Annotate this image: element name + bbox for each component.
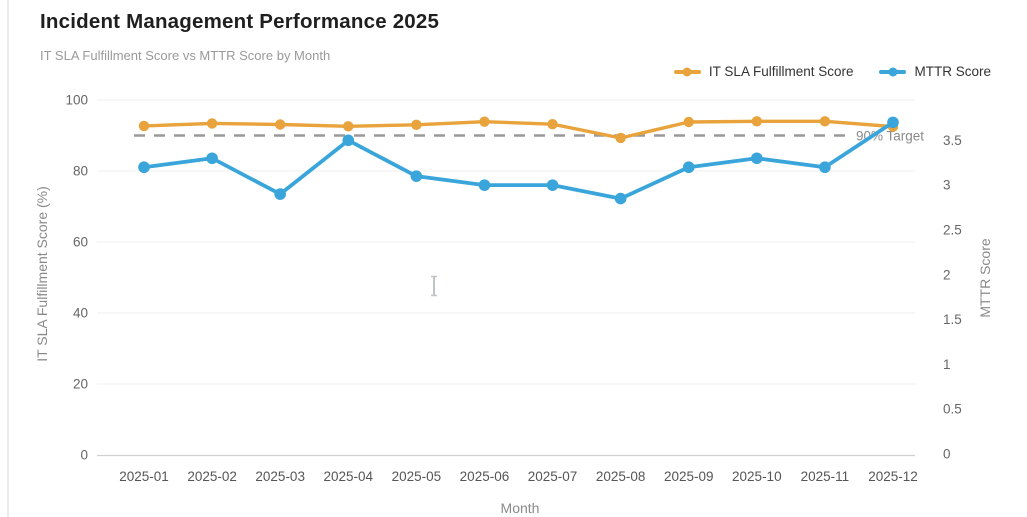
- x-tick-label: 2025-07: [528, 469, 578, 484]
- x-tick-label: 2025-01: [119, 469, 169, 484]
- y-right-tick-label: 3: [943, 178, 951, 193]
- data-point: [411, 119, 422, 131]
- x-tick-label: 2025-08: [596, 469, 646, 484]
- x-tick-label: 2025-02: [187, 469, 237, 484]
- x-tick-label: 2025-03: [255, 469, 305, 484]
- text-ibeam-cursor: [431, 275, 437, 297]
- series-line: [142, 120, 895, 201]
- y-left-tick-label: 20: [73, 377, 88, 392]
- y-left-axis-title: IT SLA Fulfillment Score (%): [34, 186, 50, 362]
- y-right-tick-label: 2: [943, 267, 951, 282]
- x-tick-label: 2025-10: [732, 469, 782, 484]
- y-right-tick-label: 1.5: [943, 312, 962, 327]
- legend-marker-icon: [879, 69, 907, 74]
- x-tick-label: 2025-04: [323, 469, 373, 484]
- x-tick-label: 2025-11: [801, 469, 850, 484]
- data-point: [887, 116, 899, 129]
- data-point: [615, 132, 626, 144]
- chart-legend: IT SLA Fulfillment Score MTTR Score: [673, 64, 991, 79]
- x-tick-label: 2025-12: [868, 469, 918, 484]
- y-left-tick-label: 80: [73, 164, 88, 179]
- y-left-tick-label: 60: [73, 235, 88, 250]
- y-right-tick-label: 3.5: [943, 133, 962, 148]
- data-point: [819, 116, 831, 127]
- series-0: [138, 116, 899, 144]
- data-point: [614, 192, 627, 205]
- data-point: [479, 116, 490, 127]
- data-point: [478, 179, 491, 191]
- data-point: [138, 120, 150, 132]
- target-line-label: 90% Target: [856, 129, 924, 144]
- data-point: [546, 179, 559, 191]
- y-left-tick-label: 40: [73, 306, 88, 321]
- axis-tick-labels: 0 20 40 60 80 100 0 0.5 1 1.5 2 2.5 3 3.5 2025-01 2025-…: [65, 93, 961, 485]
- y-left-tick-label: 0: [80, 448, 88, 463]
- y-right-tick-label: 0: [943, 447, 951, 462]
- chart-subtitle: IT SLA Fulfillment Score vs MTTR Score b…: [40, 48, 331, 63]
- data-point: [682, 161, 695, 174]
- data-point: [683, 116, 694, 128]
- y-left-tick-label: 100: [65, 93, 88, 108]
- legend-label: IT SLA Fulfillment Score: [708, 64, 854, 79]
- data-point: [751, 152, 763, 165]
- data-point: [547, 118, 558, 130]
- data-point: [410, 170, 423, 182]
- x-tick-label: 2025-05: [392, 469, 442, 484]
- legend-marker-icon: [673, 69, 701, 74]
- x-axis-title: Month: [501, 500, 540, 516]
- data-point: [274, 188, 286, 200]
- data-point: [138, 161, 150, 174]
- legend-item-1[interactable]: MTTR Score: [879, 64, 991, 79]
- series-1: [138, 116, 899, 205]
- data-point: [343, 121, 354, 132]
- data-point: [819, 161, 831, 174]
- y-right-tick-label: 2.5: [943, 222, 962, 237]
- data-point: [274, 119, 286, 130]
- legend-item-0[interactable]: IT SLA Fulfillment Score: [673, 64, 854, 79]
- chart-title: Incident Management Performance 2025: [40, 10, 440, 33]
- legend-label: MTTR Score: [914, 64, 991, 79]
- y-right-tick-label: 1: [943, 357, 951, 372]
- x-tick-label: 2025-09: [664, 469, 714, 484]
- series-line: [142, 119, 895, 140]
- data-series: [138, 116, 899, 205]
- data-point: [206, 118, 218, 129]
- page-left-edge: [7, 0, 9, 517]
- y-right-tick-label: 0.5: [943, 402, 962, 417]
- data-point: [751, 116, 763, 127]
- data-point: [206, 152, 218, 165]
- data-point: [342, 134, 355, 147]
- x-tick-label: 2025-06: [460, 469, 510, 484]
- y-right-axis-title: MTTR Score: [977, 238, 993, 318]
- gridlines: [97, 99, 915, 385]
